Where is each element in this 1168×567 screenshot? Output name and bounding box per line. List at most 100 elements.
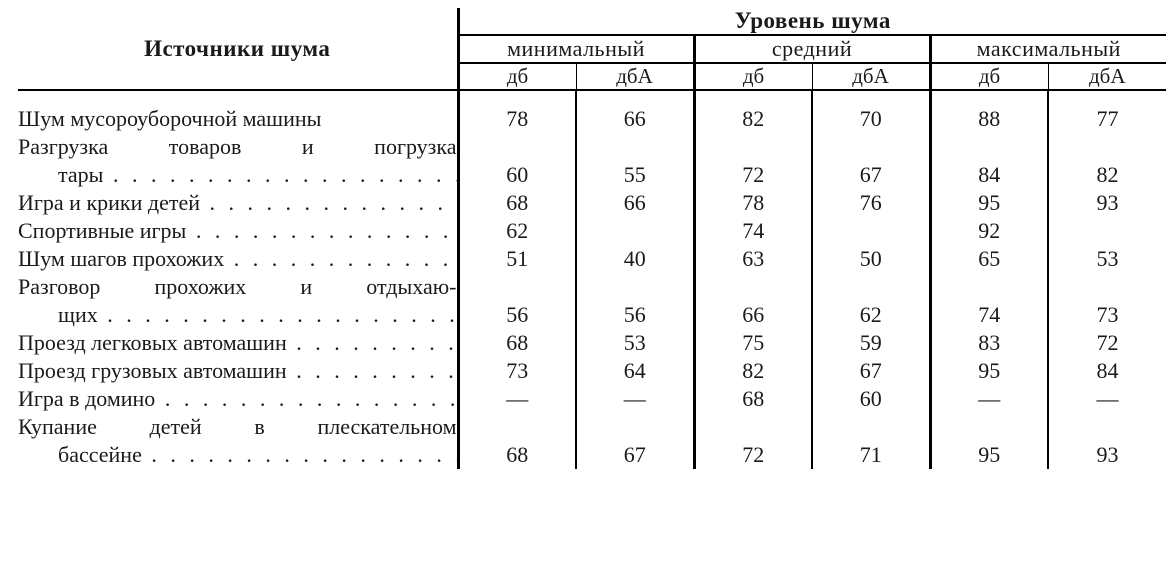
header-sources: Источники шума: [18, 8, 458, 90]
cell-value: 72: [694, 133, 812, 189]
cell-value: 60: [812, 385, 930, 413]
cell-value: 72: [1048, 329, 1166, 357]
row-label-text: Игра и крики детей: [18, 190, 458, 215]
cell-value: 84: [1048, 357, 1166, 385]
cell-value: 88: [930, 105, 1048, 133]
cell-value: [1048, 217, 1166, 245]
cell-value: 53: [1048, 245, 1166, 273]
cell-value: 78: [458, 105, 576, 133]
row-label: Спортивные игры: [18, 217, 458, 245]
cell-value: 50: [812, 245, 930, 273]
cell-value: 67: [812, 357, 930, 385]
row-label-line2: щих: [18, 301, 457, 329]
row-label-text: Игра в домино: [18, 386, 458, 411]
cell-value: 82: [694, 357, 812, 385]
cell-value: 82: [1048, 133, 1166, 189]
cell-value: 93: [1048, 413, 1166, 469]
cell-value: 72: [694, 413, 812, 469]
table-row: Купание детей в плескательномбассейне686…: [18, 413, 1166, 469]
cell-value: 56: [458, 273, 576, 329]
cell-value: 53: [576, 329, 694, 357]
cell-value: 64: [576, 357, 694, 385]
table-row: Шум мусороуборочной машины786682708877: [18, 105, 1166, 133]
header-unit-dba: дбА: [1048, 63, 1166, 90]
header-unit-db: дб: [930, 63, 1048, 90]
cell-value: 75: [694, 329, 812, 357]
cell-value: 84: [930, 133, 1048, 189]
cell-value: 66: [694, 273, 812, 329]
cell-value: 66: [576, 105, 694, 133]
cell-value: 60: [458, 133, 576, 189]
table-body: Шум мусороуборочной машины786682708877Ра…: [18, 105, 1166, 469]
noise-table-scan: Источники шума Уровень шума минимальный …: [0, 0, 1168, 567]
cell-value: 71: [812, 413, 930, 469]
cell-value: —: [576, 385, 694, 413]
cell-value: 92: [930, 217, 1048, 245]
cell-value: 83: [930, 329, 1048, 357]
cell-value: [812, 217, 930, 245]
table-row: Проезд грузовых автомашин736482679584: [18, 357, 1166, 385]
cell-value: 59: [812, 329, 930, 357]
row-label-line1: Купание детей в плескательном: [18, 413, 457, 441]
table-row: Разговор прохожих и отдыхаю-щих565666627…: [18, 273, 1166, 329]
cell-value: 74: [930, 273, 1048, 329]
noise-table: Источники шума Уровень шума минимальный …: [18, 8, 1166, 469]
cell-value: 40: [576, 245, 694, 273]
cell-value: [576, 217, 694, 245]
table-row: Разгрузка товаров и погрузкатары60557267…: [18, 133, 1166, 189]
cell-value: 65: [930, 245, 1048, 273]
table-row: Проезд легковых автомашин685375598372: [18, 329, 1166, 357]
cell-value: 68: [458, 189, 576, 217]
row-label: Разгрузка товаров и погрузкатары: [18, 133, 458, 189]
table-row: Шум шагов прохожих514063506553: [18, 245, 1166, 273]
cell-value: 67: [576, 413, 694, 469]
cell-value: 62: [812, 273, 930, 329]
row-label: Шум мусороуборочной машины: [18, 105, 458, 133]
cell-value: 62: [458, 217, 576, 245]
row-label: Шум шагов прохожих: [18, 245, 458, 273]
cell-value: 76: [812, 189, 930, 217]
cell-value: 66: [576, 189, 694, 217]
cell-value: —: [930, 385, 1048, 413]
cell-value: 95: [930, 189, 1048, 217]
cell-value: —: [1048, 385, 1166, 413]
table-row: Игра в домино——6860——: [18, 385, 1166, 413]
header-group-min: минимальный: [458, 35, 694, 63]
row-label-text: Шум шагов прохожих: [18, 246, 458, 271]
row-label-line1: Разговор прохожих и отдыхаю-: [18, 273, 457, 301]
cell-value: 93: [1048, 189, 1166, 217]
spacer-row: [18, 90, 1166, 105]
table-row: Спортивные игры62 74 92: [18, 217, 1166, 245]
cell-value: 70: [812, 105, 930, 133]
header-row-1: Источники шума Уровень шума: [18, 8, 1166, 35]
table-row: Игра и крики детей686678769593: [18, 189, 1166, 217]
cell-value: 55: [576, 133, 694, 189]
row-label-text: Спортивные игры: [18, 218, 458, 243]
cell-value: 68: [458, 329, 576, 357]
header-unit-dba: дбА: [812, 63, 930, 90]
cell-value: 82: [694, 105, 812, 133]
cell-value: 77: [1048, 105, 1166, 133]
header-unit-db: дб: [694, 63, 812, 90]
cell-value: 67: [812, 133, 930, 189]
cell-value: 68: [694, 385, 812, 413]
row-label: Проезд грузовых автомашин: [18, 357, 458, 385]
row-label-line2: тары: [18, 161, 457, 189]
cell-value: 74: [694, 217, 812, 245]
row-label-line1: Разгрузка товаров и погрузка: [18, 133, 457, 161]
row-label-text: Проезд легковых автомашин: [18, 330, 458, 355]
header-level: Уровень шума: [458, 8, 1166, 35]
row-label-line2: бассейне: [18, 441, 457, 469]
row-label: Купание детей в плескательномбассейне: [18, 413, 458, 469]
header-group-avg: средний: [694, 35, 930, 63]
cell-value: 68: [458, 413, 576, 469]
cell-value: —: [458, 385, 576, 413]
cell-value: 73: [1048, 273, 1166, 329]
header-unit-dba: дбА: [576, 63, 694, 90]
cell-value: 51: [458, 245, 576, 273]
row-label: Разговор прохожих и отдыхаю-щих: [18, 273, 458, 329]
cell-value: 56: [576, 273, 694, 329]
cell-value: 95: [930, 357, 1048, 385]
row-label-text: Проезд грузовых автомашин: [18, 358, 458, 383]
cell-value: 73: [458, 357, 576, 385]
